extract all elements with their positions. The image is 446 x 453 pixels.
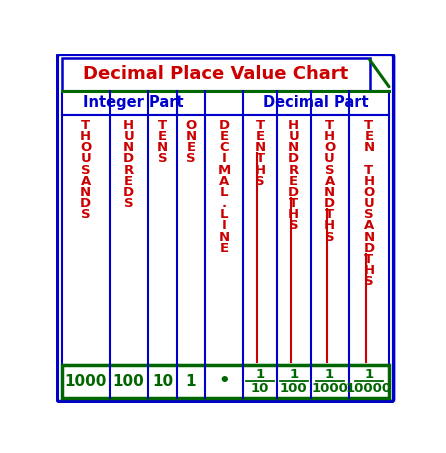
Text: T: T — [289, 197, 298, 210]
Text: Decimal Place Value Chart: Decimal Place Value Chart — [83, 65, 348, 83]
Text: D: D — [123, 152, 134, 165]
Text: T: T — [364, 253, 373, 266]
Text: T: T — [256, 119, 264, 132]
Text: N: N — [254, 141, 265, 154]
Text: N: N — [186, 130, 197, 143]
Bar — [62, 365, 389, 398]
Text: Integer Part: Integer Part — [83, 96, 184, 111]
Text: H: H — [123, 119, 134, 132]
Text: R: R — [124, 164, 134, 177]
Text: H: H — [80, 130, 91, 143]
Text: S: S — [255, 175, 265, 188]
Text: T: T — [256, 152, 264, 165]
Text: I: I — [222, 219, 227, 232]
Text: U: U — [363, 197, 374, 210]
Bar — [62, 58, 370, 91]
Text: 100: 100 — [280, 382, 307, 395]
Text: O: O — [324, 141, 335, 154]
Text: 10: 10 — [251, 382, 269, 395]
Text: N: N — [157, 141, 168, 154]
Text: S: S — [325, 231, 334, 244]
Text: 1: 1 — [186, 374, 196, 389]
Text: E: E — [124, 175, 133, 188]
Text: N: N — [363, 141, 374, 154]
Text: A: A — [219, 175, 229, 188]
Text: N: N — [80, 186, 91, 199]
Text: •: • — [218, 372, 230, 390]
Text: D: D — [363, 242, 374, 255]
Text: U: U — [324, 152, 335, 165]
Text: D: D — [80, 197, 91, 210]
Text: A: A — [81, 175, 91, 188]
Text: S: S — [364, 275, 374, 288]
Text: U: U — [123, 130, 134, 143]
Text: E: E — [219, 242, 228, 255]
Text: C: C — [219, 141, 229, 154]
Text: A: A — [325, 175, 335, 188]
Text: E: E — [219, 130, 228, 143]
Bar — [62, 115, 389, 365]
Text: E: E — [289, 175, 298, 188]
Text: T: T — [325, 208, 334, 221]
Text: 1: 1 — [256, 368, 264, 381]
Text: N: N — [288, 141, 299, 154]
FancyBboxPatch shape — [57, 54, 394, 402]
Text: D: D — [324, 197, 335, 210]
Text: N: N — [324, 186, 335, 199]
Text: T: T — [325, 119, 334, 132]
Text: O: O — [80, 141, 91, 154]
Text: S: S — [81, 164, 91, 177]
Text: N: N — [219, 231, 230, 244]
Text: I: I — [222, 152, 227, 165]
Text: S: S — [186, 152, 196, 165]
Text: S: S — [289, 219, 298, 232]
Text: 1000: 1000 — [311, 382, 348, 395]
Text: H: H — [324, 130, 335, 143]
Text: 1: 1 — [325, 368, 334, 381]
Text: U: U — [80, 152, 91, 165]
Text: S: S — [364, 208, 374, 221]
Text: O: O — [363, 186, 375, 199]
Text: E: E — [186, 141, 196, 154]
Text: 1000: 1000 — [65, 374, 107, 389]
Text: M: M — [217, 164, 231, 177]
Text: .: . — [222, 197, 227, 210]
Text: D: D — [123, 186, 134, 199]
Text: S: S — [325, 164, 334, 177]
Text: T: T — [81, 119, 91, 132]
Text: T: T — [158, 119, 167, 132]
Text: R: R — [289, 164, 299, 177]
Text: N: N — [363, 231, 374, 244]
Text: 10000: 10000 — [346, 382, 392, 395]
Text: H: H — [254, 164, 265, 177]
Text: H: H — [363, 264, 374, 277]
Text: A: A — [363, 219, 374, 232]
Text: 10: 10 — [152, 374, 173, 389]
Text: L: L — [220, 208, 228, 221]
Text: H: H — [324, 219, 335, 232]
Text: D: D — [288, 186, 299, 199]
Text: H: H — [288, 208, 299, 221]
Text: S: S — [124, 197, 133, 210]
Text: D: D — [288, 152, 299, 165]
Text: E: E — [256, 130, 264, 143]
Text: 1: 1 — [364, 368, 373, 381]
Text: D: D — [219, 119, 230, 132]
Text: T: T — [364, 119, 373, 132]
Text: E: E — [364, 130, 373, 143]
Text: H: H — [288, 119, 299, 132]
Bar — [62, 91, 389, 115]
Text: S: S — [157, 152, 167, 165]
Text: S: S — [81, 208, 91, 221]
Text: O: O — [186, 119, 197, 132]
Text: T: T — [364, 164, 373, 177]
Text: L: L — [220, 186, 228, 199]
Text: E: E — [158, 130, 167, 143]
Text: H: H — [363, 175, 374, 188]
Text: N: N — [123, 141, 134, 154]
Text: U: U — [288, 130, 299, 143]
Text: 100: 100 — [113, 374, 145, 389]
Text: Decimal Part: Decimal Part — [263, 96, 369, 111]
Text: 1: 1 — [289, 368, 298, 381]
